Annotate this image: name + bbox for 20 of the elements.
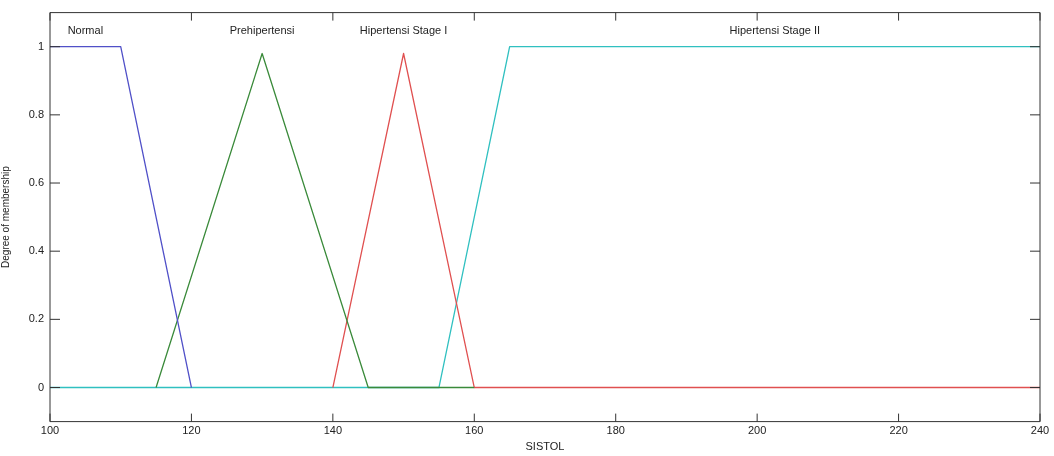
x-tick-label: 200 [747,424,767,437]
y-tick-label: 0.6 [28,176,44,189]
y-tick-label: 1 [37,39,44,52]
x-axis-title: SISTOL [525,440,565,453]
y-axis-title: Degree of membership [0,165,11,268]
x-tick-label: 100 [40,424,60,437]
x-tick-label: 160 [465,424,484,437]
x-tick-label: 180 [606,424,625,437]
series-label: Normal [67,23,104,36]
y-tick-label: 0.4 [28,244,44,257]
text: Hipertensi Stage I [359,23,448,36]
y-tick-label: 0.2 [28,312,44,325]
text: Prehipertensi [229,23,295,36]
series-label: Hipertensi Stage II [729,23,821,36]
x-tick-label: 240 [1030,424,1050,437]
x-tick-label: 220 [889,424,908,437]
x-tick-label: 120 [182,424,201,437]
y-tick-label: 0.8 [28,107,44,120]
y-tick-label: 0 [37,380,44,393]
x-tick-label: 140 [323,424,343,437]
